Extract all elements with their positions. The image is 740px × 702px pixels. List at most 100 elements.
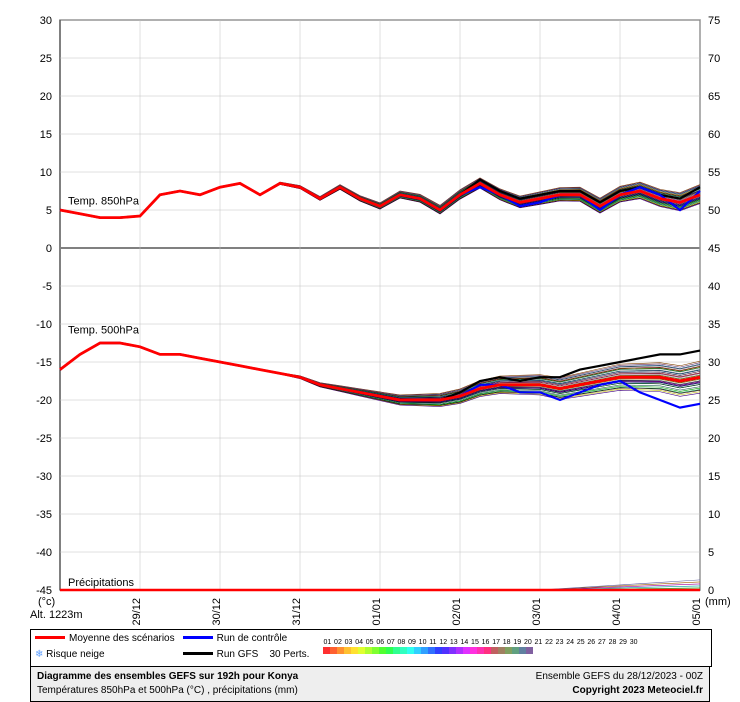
pert-number: 08 — [398, 639, 406, 646]
pert-swatch — [428, 647, 435, 654]
pert-number: 19 — [513, 639, 521, 646]
ytick-left: 25 — [40, 53, 52, 65]
pert-swatch — [407, 647, 414, 654]
pert-number: 02 — [334, 639, 342, 646]
chart-container: -45-40-35-30-25-20-15-10-505101520253005… — [0, 0, 740, 700]
ytick-left: 15 — [40, 129, 52, 141]
chart-svg: -45-40-35-30-25-20-15-10-505101520253005… — [0, 0, 740, 700]
pert-number: 29 — [619, 639, 627, 646]
pert-swatch — [435, 647, 442, 654]
xtick-date: 04/01 — [611, 598, 623, 626]
xtick-date: 31/12 — [291, 598, 303, 626]
ytick-right: 20 — [708, 433, 720, 445]
y-right-unit: (mm) — [705, 596, 731, 608]
pert-swatch — [330, 647, 337, 654]
ytick-left: 10 — [40, 167, 52, 179]
pert-number: 23 — [556, 639, 564, 646]
pert-number: 01 — [323, 639, 331, 646]
pert-number: 28 — [609, 639, 617, 646]
ytick-right: 70 — [708, 53, 720, 65]
ytick-right: 30 — [708, 357, 720, 369]
label-t500: Temp. 500hPa — [68, 325, 140, 337]
pert-swatch — [323, 647, 330, 654]
label-t850: Temp. 850hPa — [68, 195, 140, 207]
pert-swatch — [421, 647, 428, 654]
label-precip: Précipitations — [68, 577, 135, 589]
xtick-date: 02/01 — [451, 598, 463, 626]
pert-swatch — [351, 647, 358, 654]
legend-control: Run de contrôle — [217, 633, 288, 644]
xtick-date: 01/01 — [371, 598, 383, 626]
footer-title: Diagramme des ensembles GEFS sur 192h po… — [37, 671, 298, 682]
pert-swatch — [505, 647, 512, 654]
ytick-right: 65 — [708, 91, 720, 103]
pert-swatch — [400, 647, 407, 654]
pert-swatch — [442, 647, 449, 654]
pert-number: 16 — [482, 639, 490, 646]
pert-number: 09 — [408, 639, 416, 646]
pert-number: 22 — [545, 639, 553, 646]
pert-number: 25 — [577, 639, 585, 646]
xtick-date: 03/01 — [531, 598, 543, 626]
pert-number: 24 — [566, 639, 574, 646]
footer-subtitle: Températures 850hPa et 500hPa (°C) , pré… — [37, 685, 298, 696]
ytick-right: 40 — [708, 281, 720, 293]
xtick-date: 29/12 — [131, 598, 143, 626]
pert-swatch — [526, 647, 533, 654]
pert-number: 15 — [471, 639, 479, 646]
legend-perts-label: 30 Perts. — [269, 649, 309, 660]
pert-number: 13 — [450, 639, 458, 646]
pert-number: 26 — [587, 639, 595, 646]
ytick-left: -25 — [36, 433, 52, 445]
y-left-unit: (°c) — [38, 596, 55, 608]
legend-snow: Risque neige — [46, 649, 104, 660]
pert-number: 10 — [419, 639, 427, 646]
pert-swatch — [344, 647, 351, 654]
pert-swatch — [379, 647, 386, 654]
pert-swatch — [456, 647, 463, 654]
pert-swatch — [449, 647, 456, 654]
ytick-right: 10 — [708, 509, 720, 521]
ytick-right: 75 — [708, 15, 720, 27]
pert-number: 14 — [460, 639, 468, 646]
pert-swatch — [519, 647, 526, 654]
ytick-right: 35 — [708, 319, 720, 331]
ytick-right: 60 — [708, 129, 720, 141]
pert-number: 20 — [524, 639, 532, 646]
pert-swatch — [372, 647, 379, 654]
ytick-left: -20 — [36, 395, 52, 407]
legend-box: Moyenne des scénarios Run de contrôle 01… — [30, 629, 712, 667]
ytick-left: 0 — [46, 243, 52, 255]
alt-label: Alt. 1223m — [30, 609, 83, 621]
pert-swatch — [484, 647, 491, 654]
pert-number: 17 — [492, 639, 500, 646]
footer-box: Diagramme des ensembles GEFS sur 192h po… — [30, 666, 710, 702]
xtick-date: 05/01 — [691, 598, 703, 626]
ytick-left: 30 — [40, 15, 52, 27]
ytick-right: 45 — [708, 243, 720, 255]
snowflake-icon: ❄ — [35, 649, 43, 660]
ytick-left: -40 — [36, 547, 52, 559]
pert-number: 21 — [535, 639, 543, 646]
ytick-left: -5 — [42, 281, 52, 293]
ytick-left: 20 — [40, 91, 52, 103]
ytick-left: -30 — [36, 471, 52, 483]
pert-swatch — [477, 647, 484, 654]
pert-swatch — [358, 647, 365, 654]
pert-number: 07 — [387, 639, 395, 646]
ytick-left: -35 — [36, 509, 52, 521]
pert-number: 30 — [630, 639, 638, 646]
pert-swatch — [393, 647, 400, 654]
footer-copyright: Copyright 2023 Meteociel.fr — [572, 685, 703, 696]
pert-number: 11 — [429, 639, 436, 646]
xtick-date: 30/12 — [211, 598, 223, 626]
pert-swatch — [470, 647, 477, 654]
pert-swatch — [498, 647, 505, 654]
ytick-right: 5 — [708, 547, 714, 559]
ytick-left: -10 — [36, 319, 52, 331]
ytick-left: 5 — [46, 205, 52, 217]
pert-number: 27 — [598, 639, 606, 646]
ytick-right: 50 — [708, 205, 720, 217]
pert-swatch — [414, 647, 421, 654]
pert-swatch — [512, 647, 519, 654]
